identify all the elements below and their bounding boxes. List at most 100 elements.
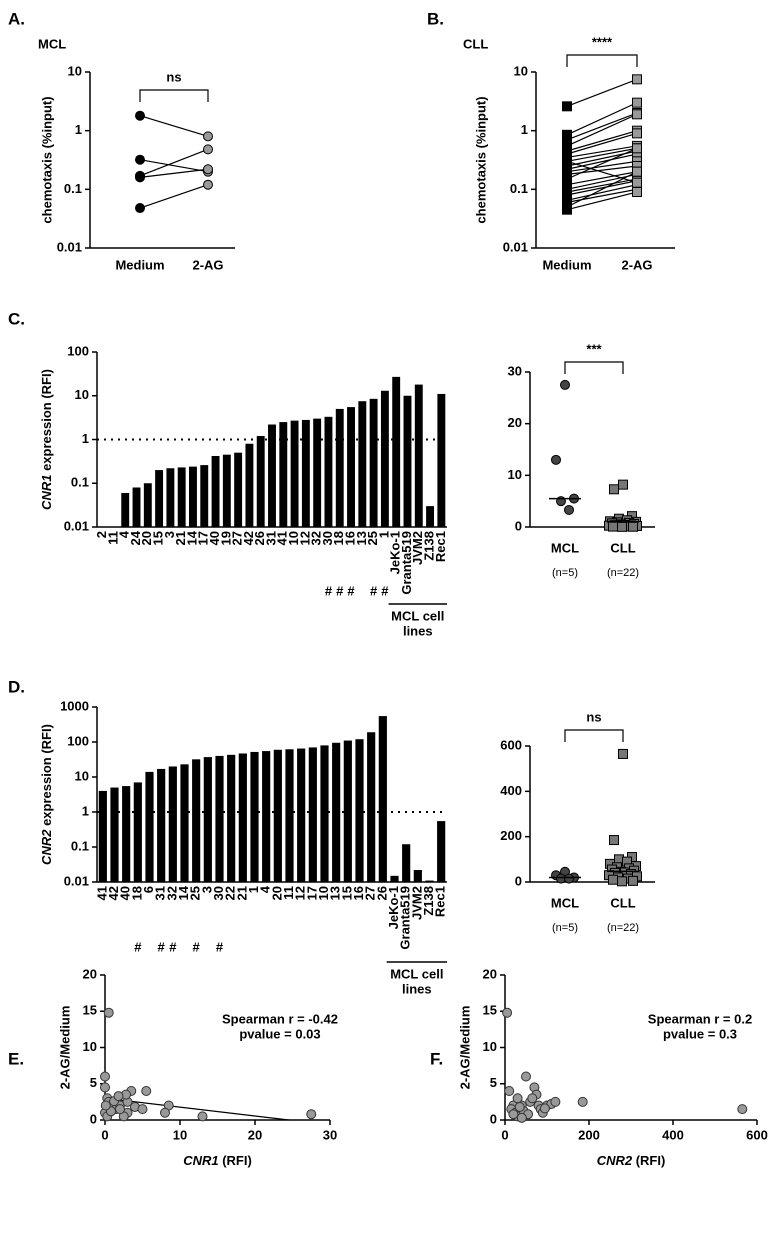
y-tick-label: 10 — [483, 1039, 497, 1054]
marker — [632, 128, 642, 139]
x-tick-label: 21 — [234, 886, 249, 900]
y-tick-label: 0.1 — [71, 838, 89, 853]
hash-mark: # — [134, 939, 142, 954]
x-tick-label: 40 — [207, 531, 222, 545]
bar — [390, 875, 399, 882]
marker — [628, 521, 638, 532]
x-tick-label: 31 — [153, 886, 168, 900]
pair-line — [139, 184, 209, 209]
y-tick-label: 0.01 — [57, 239, 82, 254]
marker — [203, 144, 213, 155]
bar — [313, 418, 322, 527]
y-axis-label: 2-AG/Medium — [57, 1006, 72, 1090]
annotation: Spearman r = -0.42 — [222, 1011, 338, 1026]
point — [514, 1101, 525, 1112]
x-tick-sublabel: (n=5) — [552, 567, 578, 579]
bar — [215, 755, 224, 882]
x-axis-label: CNR1 (RFI) — [183, 1153, 252, 1168]
pair-line — [566, 130, 638, 152]
bar — [301, 419, 310, 527]
bar — [437, 393, 446, 527]
y-tick-label: 0.1 — [510, 181, 528, 196]
x-tick-label: 30 — [211, 886, 226, 900]
bar — [335, 408, 344, 527]
x-axis-label: CNR2 (RFI) — [597, 1153, 666, 1168]
pair-line — [566, 160, 638, 184]
x-tick-label: Granta519 — [399, 531, 414, 595]
y-tick-label: 0.1 — [64, 181, 82, 196]
marker — [135, 172, 145, 183]
y-tick-label: 0 — [515, 518, 522, 533]
bar — [250, 751, 259, 882]
x-tick-label: 40 — [118, 886, 133, 900]
y-axis-label-gene: CNR1 — [39, 475, 54, 510]
y-tick-label: 1 — [75, 122, 82, 137]
x-tick-label: 17 — [196, 531, 211, 545]
x-tick-label: CLL — [610, 895, 635, 910]
bar — [155, 470, 164, 527]
x-tick-label: 3 — [162, 531, 177, 538]
x-tick-label: 1 — [246, 886, 261, 893]
marker — [203, 164, 213, 175]
bar — [234, 452, 243, 527]
x-tick-label: 16 — [351, 886, 366, 900]
x-tick-label: 12 — [293, 886, 308, 900]
point — [504, 1086, 515, 1096]
bar — [192, 759, 201, 882]
x-tick-label: 18 — [331, 531, 346, 545]
y-axis-label: CNR2 expression (RFI) — [39, 724, 54, 865]
x-tick-label: 26 — [374, 886, 389, 900]
x-tick-label: 2-AG — [621, 257, 652, 272]
bar — [143, 483, 152, 527]
bar — [402, 844, 411, 882]
x-tick-label: 20 — [139, 531, 154, 545]
x-tick-label: 14 — [176, 885, 191, 900]
point — [502, 1007, 513, 1018]
x-tick-label: Medium — [542, 257, 591, 272]
x-tick-label: 27 — [230, 531, 245, 545]
x-tick-label: 22 — [223, 886, 238, 900]
x-tick-label: JVM2 — [410, 531, 425, 565]
point — [141, 1086, 152, 1096]
bar — [238, 753, 247, 882]
bar — [166, 468, 175, 527]
x-tick-label: 31 — [263, 531, 278, 545]
y-tick-label: 1 — [521, 122, 528, 137]
y-tick-label: 20 — [83, 966, 97, 981]
bar — [133, 782, 142, 882]
y-tick-label: 0 — [515, 873, 522, 888]
marker — [618, 748, 628, 759]
marker — [203, 179, 213, 190]
pair-line — [139, 115, 209, 137]
hash-mark: # — [169, 939, 177, 954]
pair-line — [566, 184, 638, 201]
bar — [324, 416, 333, 527]
group-label: MCL cell — [391, 608, 444, 623]
y-tick-label: 30 — [508, 363, 522, 378]
hash-mark: # — [193, 939, 201, 954]
bar — [279, 422, 288, 527]
marker — [203, 131, 213, 142]
x-tick-label: 13 — [328, 886, 343, 900]
y-axis-label-rest: expression (RFI) — [39, 369, 54, 474]
pair-line — [566, 165, 638, 175]
point — [103, 1007, 114, 1018]
x-tick-label: 25 — [188, 886, 203, 900]
bar — [320, 745, 329, 882]
significance-label: **** — [592, 34, 613, 49]
y-tick-label: 0 — [90, 1111, 97, 1126]
point — [137, 1104, 148, 1115]
pair-line — [139, 148, 209, 177]
bar — [222, 454, 231, 527]
annotation: pvalue = 0.03 — [239, 1026, 320, 1041]
bar — [369, 398, 378, 527]
x-tick-label: 200 — [578, 1127, 600, 1142]
panel-label: D. — [8, 677, 25, 696]
point — [521, 1071, 531, 1082]
marker — [135, 203, 145, 214]
pair-line — [566, 145, 638, 159]
marker — [551, 454, 561, 465]
pair-line — [566, 78, 638, 107]
y-tick-label: 10 — [83, 1039, 97, 1054]
x-tick-label: 10 — [173, 1127, 187, 1142]
